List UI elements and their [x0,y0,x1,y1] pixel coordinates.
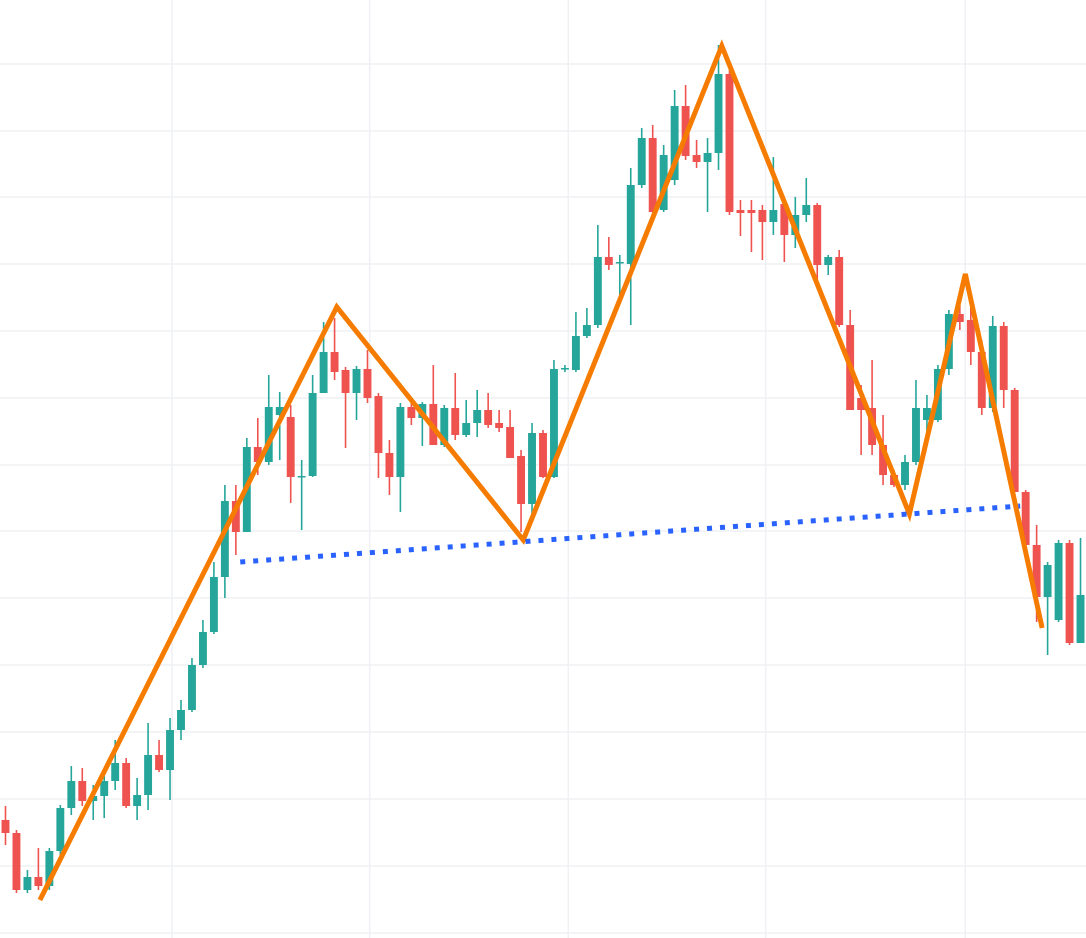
candle-body [1021,492,1030,545]
candle-body [166,730,174,770]
candle-body [736,210,745,213]
candle-body [1032,545,1041,597]
candle-body [1010,390,1019,492]
candle-body [1043,565,1052,597]
candle-body [12,833,21,890]
candle-body [550,369,558,477]
candle-body [451,408,460,435]
candle-body [626,185,635,264]
candle-body [604,257,613,265]
candle-body [23,877,32,890]
candle-body [385,453,394,477]
candle-body [955,314,964,322]
candle-body [473,410,482,423]
candle-body [122,763,131,806]
candle-body [539,433,547,477]
candle-body [769,210,778,222]
candle-body [1,820,10,833]
candle-body [922,408,931,420]
candle-body [34,877,43,886]
candle-body [407,407,416,418]
candle-body [209,577,218,632]
candle-body [977,352,986,408]
candle-body [56,808,65,851]
candle-body [703,153,712,162]
candle-body [374,396,383,453]
candle-body [220,501,229,577]
candle-body [396,407,405,477]
candle-body [1065,543,1074,643]
candle-body [45,851,54,886]
candle-body [253,447,262,462]
candle-body [155,755,164,770]
candle-body [758,210,767,222]
candle-body [659,155,668,210]
candle-body [231,501,240,532]
candle-body [330,352,339,372]
candle-body [857,398,866,410]
candle-body [692,155,701,162]
candle-body [879,445,888,475]
candle-body [484,410,493,425]
candle-body [901,462,909,485]
candle-body [615,262,624,264]
candle-body [100,781,109,796]
candle-body [999,326,1008,390]
candle-body [264,407,273,462]
candle-body [78,781,87,801]
candle-body [1076,595,1085,643]
candle-body [188,665,196,710]
candle-body [802,205,811,215]
pattern-line [37,39,1045,902]
candle-body [912,408,920,462]
candle-body [747,210,756,213]
candle-body [177,710,185,730]
candle-body [966,320,975,352]
candle-body [835,257,844,325]
candle-body [341,370,350,393]
candle-body [144,755,153,795]
candle-body [198,632,207,665]
candle-body [352,369,361,393]
candle-body [286,417,295,477]
candle-body [319,352,328,393]
candle-body [363,369,372,398]
candle-body [133,795,142,806]
candle-body [1054,543,1063,620]
candle-body [275,407,284,415]
candle-body [637,138,646,185]
candle-body [582,325,591,336]
candle-body [725,74,734,212]
candle-body [648,138,657,212]
candle-body [780,204,789,235]
candle-body [308,393,317,476]
candle-body [297,476,306,478]
candle-body [988,326,997,408]
candle-body [670,106,679,180]
candle-body [111,763,120,781]
candle-body [440,408,449,445]
candle-body [517,456,526,504]
candle-body [495,423,504,428]
candle-body [528,433,536,504]
candle-body [593,257,602,325]
candle-body [462,423,471,435]
neckline [240,503,1021,565]
candle-body [571,336,580,370]
candle-body [824,257,833,265]
candle-body [506,427,515,458]
candle-body [560,368,569,370]
candle-body [813,205,822,265]
candle-body [714,74,723,153]
candle-body [67,781,76,808]
